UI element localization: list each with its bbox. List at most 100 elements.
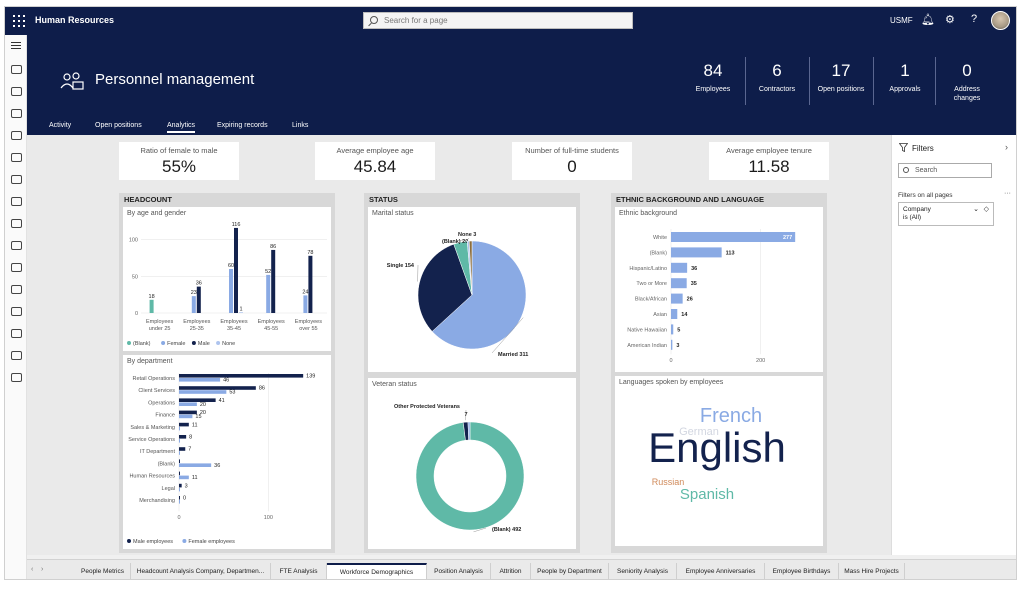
document-icon[interactable] [11, 197, 22, 206]
filters-title: Filters [912, 144, 934, 153]
page-tab[interactable]: People by Department [531, 563, 609, 579]
search-input[interactable]: Search for a page [363, 12, 633, 29]
page-tab[interactable]: Attrition [491, 563, 531, 579]
company-selector[interactable]: USMF [890, 16, 913, 25]
y-tick-label: IT Department [140, 449, 176, 455]
person-swap-icon[interactable] [11, 109, 22, 118]
page-tab[interactable]: People Metrics [75, 563, 131, 579]
chart-veteran-status[interactable]: Veteran status (Blank) 492 Other Protecte… [368, 378, 576, 549]
department-svg: 0 100 Retail Operations 139 46 Client Service… [127, 373, 315, 545]
gear-icon[interactable]: ⚙ [945, 14, 955, 26]
list-icon[interactable] [11, 307, 22, 316]
kpi-address-changes[interactable]: 0 Address changes [953, 61, 981, 102]
leader-line [465, 409, 467, 421]
app-launcher-icon[interactable] [13, 15, 25, 27]
slice [415, 421, 525, 531]
page-header: Personnel management 84 Employees 6 Contra… [27, 35, 1016, 135]
tabs-next-icon[interactable]: › [41, 566, 44, 573]
bar [671, 262, 688, 273]
data-label: 86 [259, 386, 265, 392]
data-label: 3 [676, 343, 679, 349]
tab-links[interactable]: Links [292, 122, 309, 129]
bar [266, 274, 271, 313]
chart-age-gender[interactable]: By age and gender 0 50 100 18 Employees under… [123, 207, 331, 351]
clipboard-icon[interactable] [11, 285, 22, 294]
people-icon[interactable] [11, 87, 22, 96]
kpi-contractors[interactable]: 6 Contractors [758, 61, 796, 93]
report-canvas: Ratio of female to male 55% Average emplo… [27, 135, 891, 555]
chart-icon[interactable] [11, 241, 22, 250]
workspace-icon[interactable] [11, 131, 22, 140]
data-label: (Blank) 492 [492, 527, 521, 533]
report-icon[interactable] [11, 219, 22, 228]
org-icon[interactable] [11, 263, 22, 272]
filters-section-label: Filters on all pages [898, 192, 953, 199]
more-icon[interactable]: ··· [1004, 190, 1011, 197]
hamburger-icon[interactable] [11, 42, 21, 43]
eraser-icon[interactable]: ◇ [983, 206, 989, 213]
hierarchy-icon[interactable] [11, 351, 22, 360]
help-icon[interactable]: ? [971, 13, 978, 25]
tag-icon[interactable] [11, 373, 22, 382]
tabs-prev-icon[interactable]: ‹ [31, 566, 34, 573]
bar [149, 299, 154, 313]
bar [179, 451, 180, 455]
word: French [700, 405, 762, 427]
panel-headcount: HEADCOUNT By age and gender 0 50 100 18 Empl… [119, 193, 335, 553]
chevron-down-icon[interactable]: ⌄ [973, 206, 979, 213]
data-label: 26 [687, 297, 693, 303]
chart-title: Ethnic background [619, 210, 677, 217]
chart-marital-status[interactable]: Marital status Married 311 Single 154 (Bla… [368, 207, 576, 372]
legend-marker [161, 341, 166, 345]
data-label: 20 [200, 402, 206, 408]
chart-languages[interactable]: Languages spoken by employees English Fre… [615, 376, 823, 546]
page-tab[interactable]: Employee Birthdays [765, 563, 839, 579]
calendar-icon[interactable] [11, 153, 22, 162]
page-tab[interactable]: Workforce Demographics [327, 563, 427, 579]
legend-marker [182, 539, 187, 543]
legend-label: Male employees [133, 539, 173, 545]
kpi-employees[interactable]: 84 Employees [695, 61, 731, 93]
slice [431, 240, 527, 350]
data-label: 116 [232, 222, 241, 228]
page-tab[interactable]: Headcount Analysis Company, Departmen... [131, 563, 271, 579]
page-tab[interactable]: Seniority Analysis [609, 563, 677, 579]
tab-open-positions[interactable]: Open positions [95, 122, 142, 129]
y-tick-label: Hispanic/Latino [629, 266, 667, 272]
tab-activity[interactable]: Activity [49, 122, 72, 129]
chart-title: Marital status [372, 210, 414, 217]
app-title: Human Resources [35, 15, 115, 25]
person-search-icon[interactable] [11, 175, 22, 184]
kpi-approvals[interactable]: 1 Approvals [889, 61, 921, 93]
page-tab[interactable]: FTE Analysis [271, 563, 327, 579]
bike-icon[interactable] [11, 329, 22, 338]
tab-expiring-records[interactable]: Expiring records [217, 122, 268, 129]
filters-search-input[interactable]: Search [898, 163, 992, 178]
home-icon[interactable] [11, 65, 22, 74]
word: German [679, 426, 719, 438]
x-tick-label: over 55 [299, 326, 317, 332]
x-tick-label: Employees [183, 319, 210, 325]
data-label: 8 [189, 435, 192, 441]
filter-card-company[interactable]: Company is (All) ⌄ ◇ [898, 202, 994, 226]
bar [671, 309, 678, 319]
page-tab[interactable]: Position Analysis [427, 563, 491, 579]
avatar[interactable] [991, 11, 1010, 30]
chevron-right-icon[interactable]: › [1005, 142, 1008, 152]
bar [671, 339, 673, 350]
y-tick-label: Asian [653, 312, 667, 318]
y-tick-label: Merchandising [139, 498, 175, 504]
panel-title: HEADCOUNT [124, 195, 172, 204]
data-label: 78 [307, 250, 313, 256]
chart-ethnic-background[interactable]: Ethnic background 0 200 White 277 (Blank) 113… [615, 207, 823, 372]
bell-icon[interactable]: 🔔︎ [921, 14, 935, 26]
x-tick-label: Employees [220, 319, 247, 325]
bar [229, 269, 233, 313]
kpi-open-positions[interactable]: 17 Open positions [817, 61, 865, 93]
chart-department[interactable]: By department 0 100 Retail Operations 139 46… [123, 355, 331, 549]
page-tab[interactable]: Employee Anniversaries [677, 563, 765, 579]
tab-analytics[interactable]: Analytics [167, 122, 196, 133]
filter-card-value: is (All) [903, 214, 922, 221]
page-tab[interactable]: Mass Hire Projects [839, 563, 905, 579]
